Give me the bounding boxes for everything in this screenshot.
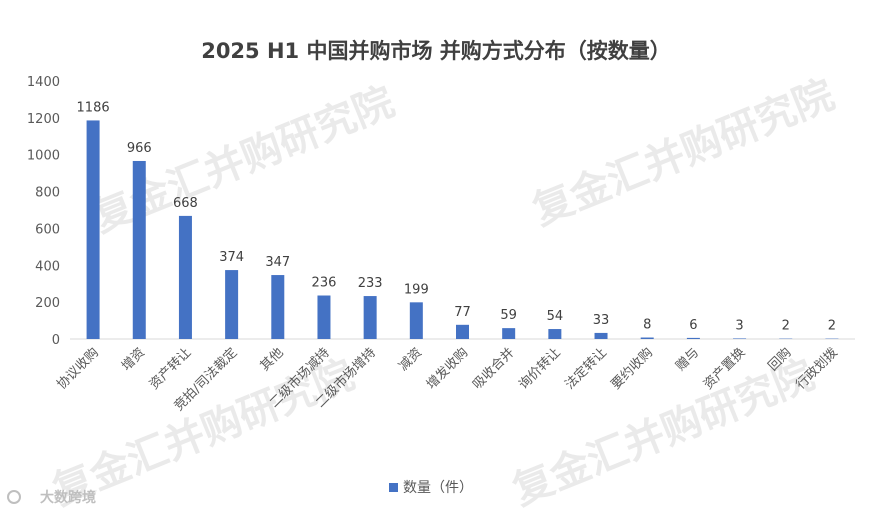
data-label: 2 [828, 319, 836, 334]
category-label: 其他 [258, 345, 287, 374]
category-label: 法定转让 [562, 345, 609, 392]
data-label: 3 [735, 318, 743, 333]
data-label: 374 [219, 250, 244, 265]
data-label: 2 [782, 319, 790, 334]
category-label: 减资 [396, 345, 425, 374]
data-label: 966 [127, 141, 152, 156]
legend-label: 数量（件） [403, 480, 473, 496]
bar [86, 120, 100, 340]
bar [548, 329, 562, 339]
data-label: 6 [689, 318, 697, 333]
bar [363, 296, 377, 339]
data-label: 199 [404, 282, 429, 297]
category-label: 协议收购 [54, 345, 102, 393]
data-label: 236 [312, 276, 337, 291]
data-label: 77 [454, 305, 471, 320]
corner-brand-text: 大数跨境 [40, 489, 96, 506]
category-label: 增资 [119, 345, 148, 374]
chart-title: 2025 H1 中国并购市场 并购方式分布（按数量） [201, 39, 671, 63]
y-tick-label: 800 [35, 186, 60, 201]
data-label: 33 [593, 313, 610, 328]
category-label: 资产转让 [147, 345, 194, 392]
data-label: 347 [265, 255, 290, 270]
data-label: 668 [173, 196, 198, 211]
bar [317, 295, 331, 339]
legend-swatch [389, 483, 398, 492]
bar [502, 328, 516, 339]
legend: 数量（件） [389, 480, 473, 496]
category-label: 要约收购 [608, 345, 656, 393]
y-tick-label: 400 [35, 259, 60, 274]
category-label: 增发收购 [423, 345, 471, 393]
watermark-text: 复金汇并购研究院 [507, 352, 821, 515]
y-axis: 0 200 400 600 800 1000 1200 1400 [27, 75, 60, 348]
category-label: 赠与 [673, 345, 702, 374]
bar [409, 302, 423, 339]
bar [132, 160, 146, 339]
data-labels: 1186 966 668 374 347 236 233 199 77 59 54 33 8 6 3 2 2 [77, 100, 837, 333]
bar [225, 270, 239, 339]
bar [456, 324, 469, 339]
data-label: 8 [643, 318, 651, 333]
y-tick-label: 600 [35, 222, 60, 237]
corner-brand: 大数跨境 [7, 489, 96, 506]
bar [594, 332, 608, 339]
y-tick-label: 1200 [27, 112, 60, 127]
y-tick-label: 1000 [27, 149, 60, 164]
data-label: 54 [547, 309, 564, 324]
bar [271, 275, 285, 339]
category-label: 询价转让 [516, 345, 563, 392]
category-label: 吸收合并 [470, 345, 517, 392]
y-tick-label: 200 [35, 296, 60, 311]
bar [640, 337, 654, 339]
bar-series [86, 120, 839, 340]
bar [733, 338, 747, 339]
bar [178, 215, 192, 339]
data-label: 233 [358, 276, 383, 291]
brand-logo-icon [7, 490, 21, 504]
data-label: 1186 [77, 100, 110, 115]
y-tick-label: 1400 [27, 75, 60, 90]
watermark-text: 复金汇并购研究院 [527, 72, 841, 235]
bar [686, 337, 700, 339]
data-label: 59 [500, 308, 517, 323]
y-tick-label: 0 [52, 333, 60, 348]
